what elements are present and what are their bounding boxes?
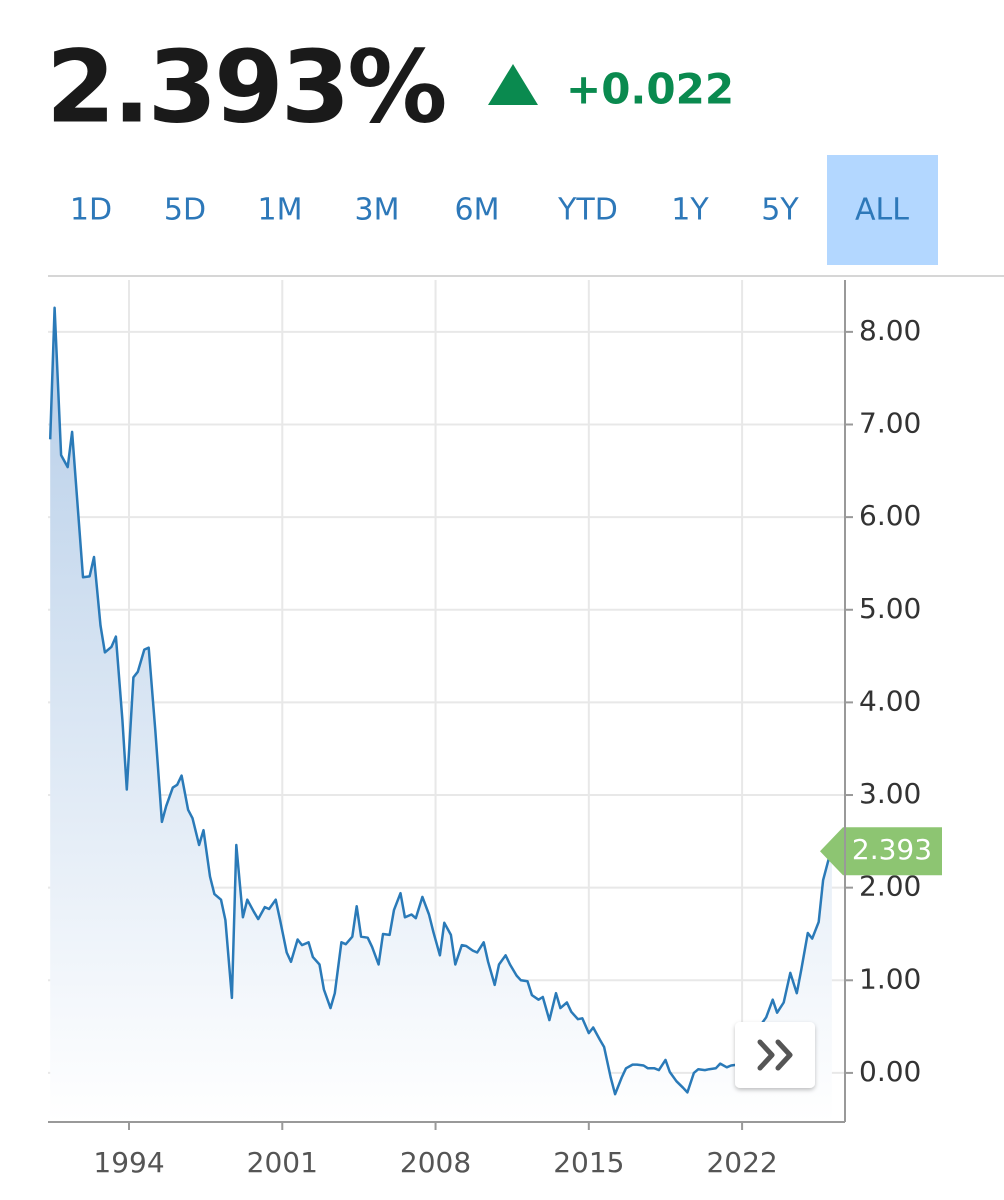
range-tab[interactable]: 6M	[455, 193, 500, 228]
active-tab-bg[interactable]	[827, 155, 938, 265]
range-tab[interactable]: 1D	[70, 193, 112, 228]
chart: 0.001.002.003.004.005.006.007.008.001994…	[48, 280, 942, 1179]
button-bg[interactable]	[735, 1022, 815, 1088]
x-tick-label: 2008	[400, 1146, 471, 1179]
price: 2.393%	[46, 28, 445, 145]
range-tab[interactable]: YTD	[557, 193, 618, 228]
range-tab[interactable]: ALL	[855, 193, 909, 228]
y-tick-label: 0.00	[859, 1055, 921, 1088]
scroll-button[interactable]	[735, 1022, 815, 1088]
x-tick-label: 2015	[553, 1146, 624, 1179]
area	[50, 307, 832, 1122]
last-value-callout	[820, 827, 942, 876]
last-value-label: 2.393	[852, 833, 932, 866]
y-tick-label: 5.00	[859, 592, 921, 625]
range-tabs: 1D 5D 1M 3M 6M YTD 1Y 5Y ALL	[70, 155, 938, 265]
range-tab[interactable]: 1Y	[671, 193, 709, 228]
chevron-icon	[757, 1039, 793, 1071]
y-tick-label: 3.00	[859, 777, 921, 810]
x-tick-label: 2001	[247, 1146, 318, 1179]
range-tab[interactable]: 5Y	[761, 193, 799, 228]
y-tick-label: 4.00	[859, 684, 921, 717]
y-tick-label: 8.00	[859, 314, 921, 347]
up-arrow	[488, 64, 538, 105]
y-tick-label: 7.00	[859, 407, 921, 440]
range-tab[interactable]: 5D	[164, 193, 206, 228]
range-tab[interactable]: 3M	[355, 193, 400, 228]
price-change: +0.022	[566, 65, 734, 114]
y-tick-label: 6.00	[859, 499, 921, 532]
x-tick-label: 2022	[706, 1146, 777, 1179]
line	[48, 306, 833, 1096]
range-tab[interactable]: 1M	[258, 193, 303, 228]
x-tick-label: 1994	[93, 1146, 164, 1179]
y-tick-label: 1.00	[859, 962, 921, 995]
